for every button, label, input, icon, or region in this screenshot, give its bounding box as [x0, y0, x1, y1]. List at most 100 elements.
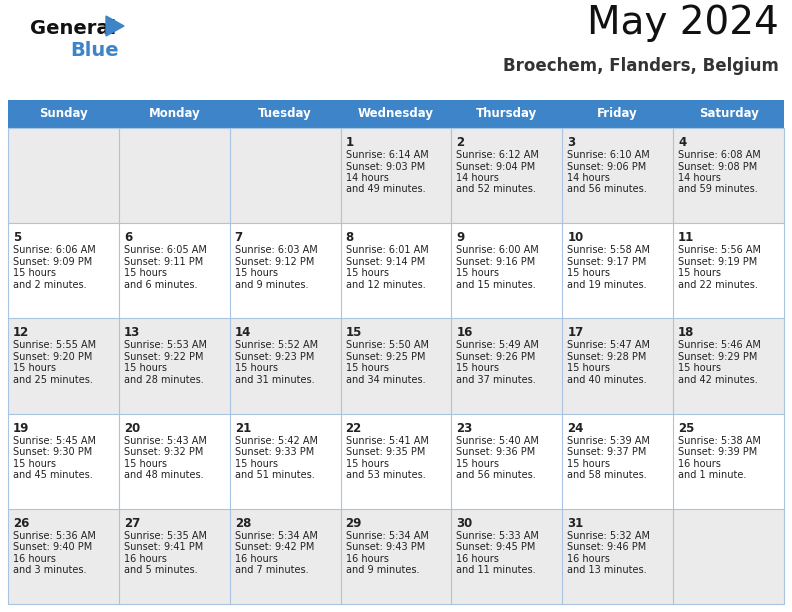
Text: and 37 minutes.: and 37 minutes.: [456, 375, 536, 385]
Text: and 1 minute.: and 1 minute.: [678, 470, 747, 480]
Text: 16: 16: [456, 326, 473, 340]
Text: Sunrise: 5:34 AM: Sunrise: 5:34 AM: [345, 531, 428, 541]
Text: 28: 28: [234, 517, 251, 530]
Text: 11: 11: [678, 231, 695, 244]
Text: and 15 minutes.: and 15 minutes.: [456, 280, 536, 289]
Text: Sunset: 9:19 PM: Sunset: 9:19 PM: [678, 256, 757, 267]
Text: Sunset: 9:09 PM: Sunset: 9:09 PM: [13, 256, 92, 267]
Text: General: General: [30, 19, 116, 38]
Bar: [8, 414, 784, 509]
Text: and 40 minutes.: and 40 minutes.: [567, 375, 647, 385]
Text: Sunset: 9:41 PM: Sunset: 9:41 PM: [124, 542, 203, 552]
Text: Sunrise: 5:55 AM: Sunrise: 5:55 AM: [13, 340, 96, 351]
Text: 22: 22: [345, 422, 362, 435]
Text: 25: 25: [678, 422, 695, 435]
Text: 17: 17: [567, 326, 584, 340]
Text: and 53 minutes.: and 53 minutes.: [345, 470, 425, 480]
Text: 16 hours: 16 hours: [678, 458, 721, 469]
Polygon shape: [106, 16, 124, 36]
Text: 21: 21: [234, 422, 251, 435]
Text: Monday: Monday: [148, 108, 200, 121]
Text: 15 hours: 15 hours: [13, 268, 56, 278]
Text: 6: 6: [124, 231, 132, 244]
Text: Sunrise: 6:01 AM: Sunrise: 6:01 AM: [345, 245, 428, 255]
Text: and 58 minutes.: and 58 minutes.: [567, 470, 647, 480]
Text: 1: 1: [345, 136, 354, 149]
Text: Sunset: 9:20 PM: Sunset: 9:20 PM: [13, 352, 93, 362]
Text: Sunrise: 5:33 AM: Sunrise: 5:33 AM: [456, 531, 539, 541]
Text: and 25 minutes.: and 25 minutes.: [13, 375, 93, 385]
Text: Sunrise: 5:50 AM: Sunrise: 5:50 AM: [345, 340, 428, 351]
Text: Sunset: 9:40 PM: Sunset: 9:40 PM: [13, 542, 92, 552]
Text: and 31 minutes.: and 31 minutes.: [234, 375, 314, 385]
Text: May 2024: May 2024: [587, 4, 779, 42]
Text: Sunset: 9:14 PM: Sunset: 9:14 PM: [345, 256, 425, 267]
Text: Sunday: Sunday: [39, 108, 88, 121]
Text: 16 hours: 16 hours: [567, 554, 610, 564]
Text: 26: 26: [13, 517, 29, 530]
Text: Sunrise: 5:52 AM: Sunrise: 5:52 AM: [234, 340, 318, 351]
Text: and 42 minutes.: and 42 minutes.: [678, 375, 758, 385]
Text: and 28 minutes.: and 28 minutes.: [124, 375, 204, 385]
Bar: [8, 223, 784, 318]
Text: 16 hours: 16 hours: [456, 554, 499, 564]
Text: and 7 minutes.: and 7 minutes.: [234, 565, 308, 575]
Text: Sunrise: 6:14 AM: Sunrise: 6:14 AM: [345, 150, 428, 160]
Text: and 12 minutes.: and 12 minutes.: [345, 280, 425, 289]
Text: 24: 24: [567, 422, 584, 435]
Text: 18: 18: [678, 326, 695, 340]
Text: Sunrise: 5:42 AM: Sunrise: 5:42 AM: [234, 436, 318, 446]
Text: Sunrise: 6:03 AM: Sunrise: 6:03 AM: [234, 245, 318, 255]
Text: Saturday: Saturday: [699, 108, 759, 121]
Text: 16 hours: 16 hours: [234, 554, 277, 564]
Text: 10: 10: [567, 231, 584, 244]
Text: Sunset: 9:28 PM: Sunset: 9:28 PM: [567, 352, 646, 362]
Text: 15 hours: 15 hours: [13, 458, 56, 469]
Text: Sunset: 9:33 PM: Sunset: 9:33 PM: [234, 447, 314, 457]
Text: Sunrise: 5:38 AM: Sunrise: 5:38 AM: [678, 436, 761, 446]
Text: 15 hours: 15 hours: [124, 268, 167, 278]
Text: 15 hours: 15 hours: [567, 364, 611, 373]
Text: and 11 minutes.: and 11 minutes.: [456, 565, 536, 575]
Text: Sunset: 9:35 PM: Sunset: 9:35 PM: [345, 447, 425, 457]
Text: 15 hours: 15 hours: [234, 364, 278, 373]
Bar: [8, 100, 784, 128]
Text: Sunset: 9:36 PM: Sunset: 9:36 PM: [456, 447, 535, 457]
Text: 4: 4: [678, 136, 687, 149]
Text: 15 hours: 15 hours: [345, 364, 389, 373]
Text: Sunrise: 5:47 AM: Sunrise: 5:47 AM: [567, 340, 650, 351]
Text: Sunrise: 5:45 AM: Sunrise: 5:45 AM: [13, 436, 96, 446]
Text: 13: 13: [124, 326, 140, 340]
Text: 19: 19: [13, 422, 29, 435]
Text: 15 hours: 15 hours: [456, 458, 500, 469]
Text: 30: 30: [456, 517, 473, 530]
Text: Sunset: 9:29 PM: Sunset: 9:29 PM: [678, 352, 757, 362]
Text: Sunset: 9:11 PM: Sunset: 9:11 PM: [124, 256, 203, 267]
Text: and 6 minutes.: and 6 minutes.: [124, 280, 197, 289]
Text: 8: 8: [345, 231, 354, 244]
Text: 31: 31: [567, 517, 584, 530]
Text: 15 hours: 15 hours: [234, 268, 278, 278]
Text: and 51 minutes.: and 51 minutes.: [234, 470, 314, 480]
Text: Sunrise: 5:58 AM: Sunrise: 5:58 AM: [567, 245, 650, 255]
Text: Broechem, Flanders, Belgium: Broechem, Flanders, Belgium: [503, 57, 779, 75]
Text: 15 hours: 15 hours: [567, 458, 611, 469]
Text: 5: 5: [13, 231, 21, 244]
Text: Tuesday: Tuesday: [258, 108, 312, 121]
Text: Sunset: 9:06 PM: Sunset: 9:06 PM: [567, 162, 646, 171]
Text: Sunrise: 5:41 AM: Sunrise: 5:41 AM: [345, 436, 428, 446]
Text: 15 hours: 15 hours: [234, 458, 278, 469]
Text: Sunset: 9:43 PM: Sunset: 9:43 PM: [345, 542, 425, 552]
Text: Sunset: 9:08 PM: Sunset: 9:08 PM: [678, 162, 757, 171]
Text: 15: 15: [345, 326, 362, 340]
Text: Sunset: 9:04 PM: Sunset: 9:04 PM: [456, 162, 535, 171]
Text: 27: 27: [124, 517, 140, 530]
Text: 15 hours: 15 hours: [345, 458, 389, 469]
Text: 2: 2: [456, 136, 465, 149]
Text: Sunrise: 5:46 AM: Sunrise: 5:46 AM: [678, 340, 761, 351]
Text: Sunset: 9:30 PM: Sunset: 9:30 PM: [13, 447, 92, 457]
Text: and 56 minutes.: and 56 minutes.: [456, 470, 536, 480]
Text: Sunrise: 5:36 AM: Sunrise: 5:36 AM: [13, 531, 96, 541]
Text: Sunrise: 5:40 AM: Sunrise: 5:40 AM: [456, 436, 539, 446]
Text: 9: 9: [456, 231, 465, 244]
